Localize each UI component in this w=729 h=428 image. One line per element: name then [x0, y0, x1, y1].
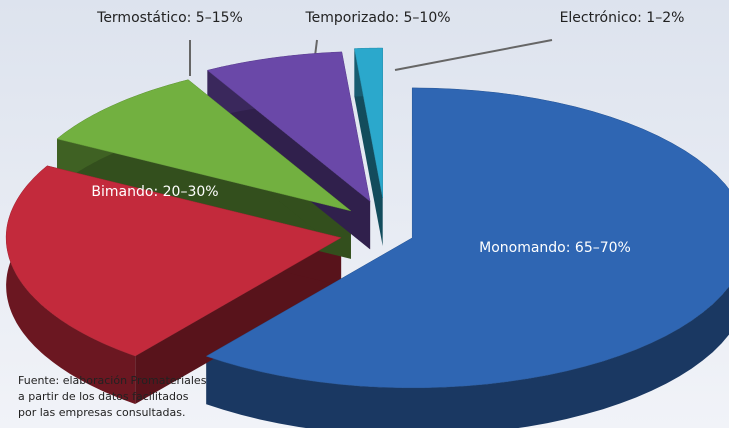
labels: Monomando: 65–70% Bimando: 20–30% Termostá…	[91, 10, 684, 256]
slice	[205, 87, 729, 389]
slice-label: Temporizado: 5–10%	[304, 10, 450, 26]
slice	[354, 47, 383, 199]
source-note: Fuente: elaboración Promateriales	[18, 374, 207, 387]
slice-side	[206, 87, 729, 428]
pie	[5, 47, 729, 428]
slice-label: Bimando: 20–30%	[91, 184, 218, 200]
source-note: a partir de los datos facilitados	[18, 390, 189, 403]
slice	[56, 79, 352, 212]
slice-side	[354, 48, 383, 246]
slice-side	[6, 165, 136, 404]
slice	[5, 165, 342, 357]
slice-label: Electrónico: 1–2%	[560, 10, 685, 26]
slice-label: Termostático: 5–15%	[96, 10, 243, 26]
source-note: por las empresas consultadas.	[18, 406, 185, 419]
slice-label: Monomando: 65–70%	[479, 240, 631, 256]
slice	[206, 51, 371, 203]
slice-side	[135, 237, 342, 404]
